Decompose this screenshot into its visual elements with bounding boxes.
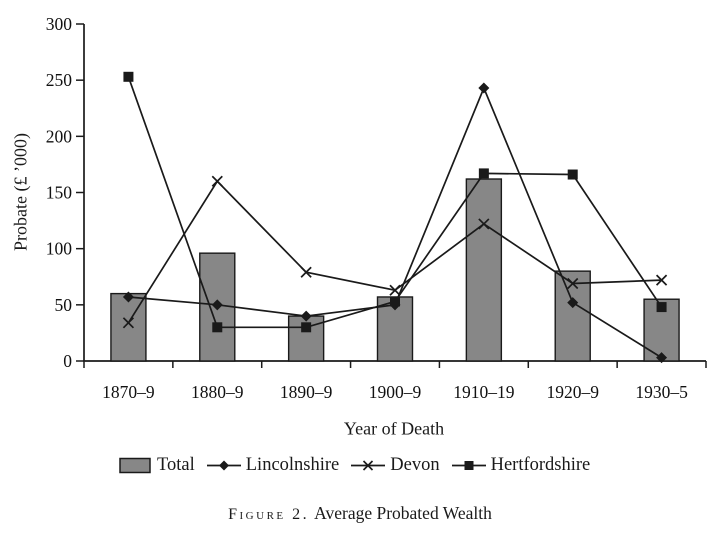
y-tick-label: 300	[46, 14, 73, 34]
marker-square-hertfordshire	[478, 168, 489, 179]
bar-total	[465, 178, 503, 362]
legend-label-hertfordshire: Hertfordshire	[490, 454, 591, 475]
marker-square-hertfordshire	[390, 296, 400, 307]
y-tick-label: 150	[46, 183, 73, 203]
marker-square-hertfordshire	[212, 322, 223, 333]
y-axis-title: Probate (£ ’000)	[10, 133, 31, 251]
marker-x-devon	[211, 175, 223, 187]
marker-diamond-lincolnshire	[211, 299, 223, 311]
x-axis-title: Year of Death	[343, 418, 445, 439]
marker-diamond-lincolnshire	[122, 291, 134, 303]
marker-square-hertfordshire	[123, 71, 134, 82]
marker-x-devon	[567, 277, 579, 290]
x-category-label: 1870–9	[102, 382, 155, 402]
diamond-marker-icon	[206, 460, 241, 470]
marker-square-hertfordshire	[301, 322, 312, 333]
figure-title: Average Probated Wealth	[314, 503, 492, 523]
legend-item-hertfordshire: Hertfordshire	[451, 454, 591, 476]
marker-x-devon	[389, 284, 401, 296]
y-tick-label: 0	[63, 351, 72, 371]
y-tick-label: 250	[46, 70, 73, 90]
x-category-label: 1900–9	[369, 382, 422, 402]
y-tick-label: 100	[46, 239, 73, 259]
x-category-label: 1920–9	[546, 382, 599, 402]
y-tick-label: 50	[55, 295, 73, 315]
marker-square-hertfordshire	[656, 302, 667, 313]
legend-item-devon: Devon	[351, 454, 440, 476]
marker-x-devon	[655, 274, 668, 286]
total-bar-swatch-icon	[119, 457, 151, 473]
marker-x-devon	[478, 218, 490, 230]
square-marker-icon	[451, 460, 486, 470]
legend-item-lincolnshire: Lincolnshire	[206, 454, 340, 476]
x-category-label: 1930–5	[635, 382, 688, 402]
y-tick-label: 200	[46, 126, 73, 146]
x-category-label: 1890–9	[280, 382, 333, 402]
x-category-label: 1880–9	[191, 382, 244, 402]
figure-number-label: Figure 2.	[228, 506, 310, 523]
legend-item-total: Total	[119, 455, 195, 476]
marker-square-hertfordshire	[567, 169, 578, 180]
marker-diamond-lincolnshire	[656, 352, 668, 364]
x-category-label: 1910–19	[453, 382, 515, 402]
marker-diamond-lincolnshire	[567, 297, 579, 309]
marker-diamond-lincolnshire	[478, 82, 490, 94]
legend: Total Lincolnshire Devon Hertfordshire	[119, 455, 590, 475]
x-marker-icon	[351, 459, 386, 471]
marker-x-devon	[122, 317, 135, 329]
legend-label-total: Total	[157, 454, 195, 475]
marker-x-devon	[300, 266, 312, 278]
legend-label-lincolnshire: Lincolnshire	[245, 454, 340, 475]
marker-diamond-lincolnshire	[300, 310, 312, 322]
legend-label-devon: Devon	[390, 454, 440, 475]
bar-total	[554, 270, 591, 362]
figure-caption: Figure 2. Average Probated Wealth	[0, 503, 720, 524]
chart-plot: 0 50 100 150 200 250 300 1870–9 1880–9 1890–9 1900…	[46, 14, 707, 402]
